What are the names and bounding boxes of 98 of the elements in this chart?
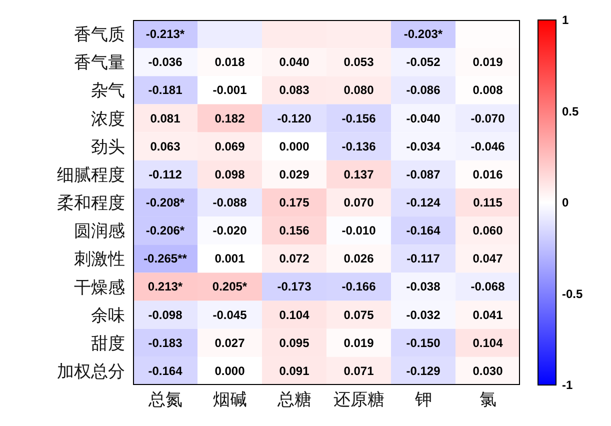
y-tick-label: 香气量: [74, 53, 125, 72]
data-label: 0.041: [472, 308, 504, 322]
data-label: -0.129: [406, 364, 441, 378]
data-label: 0.019: [472, 55, 504, 70]
x-tick-label: 烟碱: [212, 390, 247, 410]
data-label: -0.156: [342, 111, 376, 126]
data-label: -0.213*: [146, 27, 185, 42]
data-label: -0.166: [342, 280, 376, 294]
data-label: 0.063: [150, 139, 181, 154]
data-label: 0.026: [344, 252, 374, 266]
color-bar-label: 1: [562, 13, 569, 27]
data-label: 0.000: [214, 364, 246, 378]
data-label: -0.173: [277, 280, 312, 294]
data-label: -0.120: [277, 111, 312, 126]
data-label: -0.203*: [404, 27, 443, 42]
data-label: 0.083: [279, 83, 310, 98]
data-label: 0.029: [279, 167, 310, 182]
y-tick-label: 刺激性: [74, 250, 125, 269]
data-label: -0.038: [406, 280, 441, 294]
data-label: -0.068: [470, 280, 506, 294]
data-label: 0.104: [279, 308, 310, 322]
color-bar-label: -1: [562, 378, 573, 392]
data-label: -0.010: [342, 224, 376, 238]
data-label: 0.072: [279, 252, 310, 266]
data-label: 0.001: [214, 252, 246, 266]
data-label: -0.136: [342, 139, 376, 154]
data-label: -0.087: [406, 167, 441, 182]
color-bar-label: 0: [562, 196, 569, 210]
x-tick-label: 氯: [479, 390, 496, 410]
data-label: 0.182: [214, 111, 246, 126]
data-label: -0.183: [148, 336, 183, 350]
data-label: 0.175: [279, 196, 310, 210]
data-label: 0.137: [344, 167, 374, 182]
data-label: 0.047: [472, 252, 504, 266]
data-label: 0.030: [472, 364, 504, 378]
y-tick-label: 柔和程度: [57, 194, 125, 213]
x-tick-label: 总糖: [276, 390, 312, 410]
data-label: 0.156: [279, 224, 310, 238]
data-label: -0.208*: [146, 196, 185, 210]
color-bar-label: -0.5: [562, 286, 584, 301]
x-tick-label: 钾: [414, 390, 432, 410]
data-label: -0.098: [148, 308, 183, 322]
x-tick-label: 还原糖: [333, 390, 384, 410]
data-label: -0.117: [406, 252, 440, 266]
data-label: -0.112: [148, 167, 182, 182]
data-label: 0.071: [344, 364, 374, 378]
data-label: 0.040: [279, 55, 310, 70]
data-label: -0.086: [406, 83, 441, 98]
data-label: 0.104: [472, 336, 504, 350]
data-label: -0.040: [406, 111, 441, 126]
data-label: 0.091: [279, 364, 310, 378]
data-label: 0.070: [344, 196, 374, 210]
data-label: -0.032: [406, 308, 441, 322]
data-label: 0.069: [214, 139, 246, 154]
data-label: 0.115: [473, 196, 503, 210]
data-label: -0.046: [470, 139, 506, 154]
data-label: 0.019: [344, 336, 374, 350]
y-tick-label: 干燥感: [74, 278, 125, 297]
data-label: 0.213*: [148, 280, 183, 294]
data-label: -0.124: [406, 196, 441, 210]
data-label: 0.095: [279, 336, 310, 350]
data-label: -0.036: [148, 55, 183, 70]
y-tick-label: 加权总分: [57, 362, 125, 381]
data-label: 0.205*: [212, 280, 248, 294]
data-label: -0.045: [212, 308, 248, 322]
y-tick-label: 香气质: [74, 25, 125, 44]
data-label: -0.070: [470, 111, 506, 126]
y-tick-label: 浓度: [91, 109, 125, 128]
y-tick-label: 劲头: [91, 137, 125, 156]
data-label: -0.001: [212, 83, 248, 98]
y-tick-label: 余味: [91, 306, 125, 325]
data-label: 0.008: [472, 83, 504, 98]
data-label: -0.034: [406, 139, 441, 154]
data-label: 0.053: [344, 55, 374, 70]
color-bar-label: 0.5: [562, 104, 580, 118]
y-tick-label: 细腻程度: [57, 165, 125, 184]
data-label: 0.016: [472, 167, 504, 182]
data-label: -0.265**: [144, 252, 188, 266]
data-label: -0.052: [406, 55, 441, 70]
y-tick-label: 甜度: [91, 334, 125, 353]
data-label: -0.164: [148, 364, 183, 378]
data-label: -0.020: [212, 224, 248, 238]
data-label: -0.150: [406, 336, 441, 350]
data-label: 0.075: [344, 308, 374, 322]
y-tick-label: 杂气: [91, 81, 125, 100]
data-label: 0.080: [344, 83, 374, 98]
data-label: -0.181: [148, 83, 183, 98]
x-tick-label: 总氮: [147, 390, 182, 410]
data-label: 0.018: [214, 55, 246, 70]
data-label: -0.164: [406, 224, 441, 238]
data-label: -0.088: [212, 196, 248, 210]
data-label: 0.000: [279, 139, 310, 154]
data-label: -0.206*: [146, 224, 185, 238]
y-tick-label: 圆润感: [74, 222, 125, 241]
data-label: 0.060: [472, 224, 504, 238]
data-label: 0.081: [150, 111, 181, 126]
data-label: 0.027: [214, 336, 246, 350]
data-label: 0.098: [214, 167, 246, 182]
